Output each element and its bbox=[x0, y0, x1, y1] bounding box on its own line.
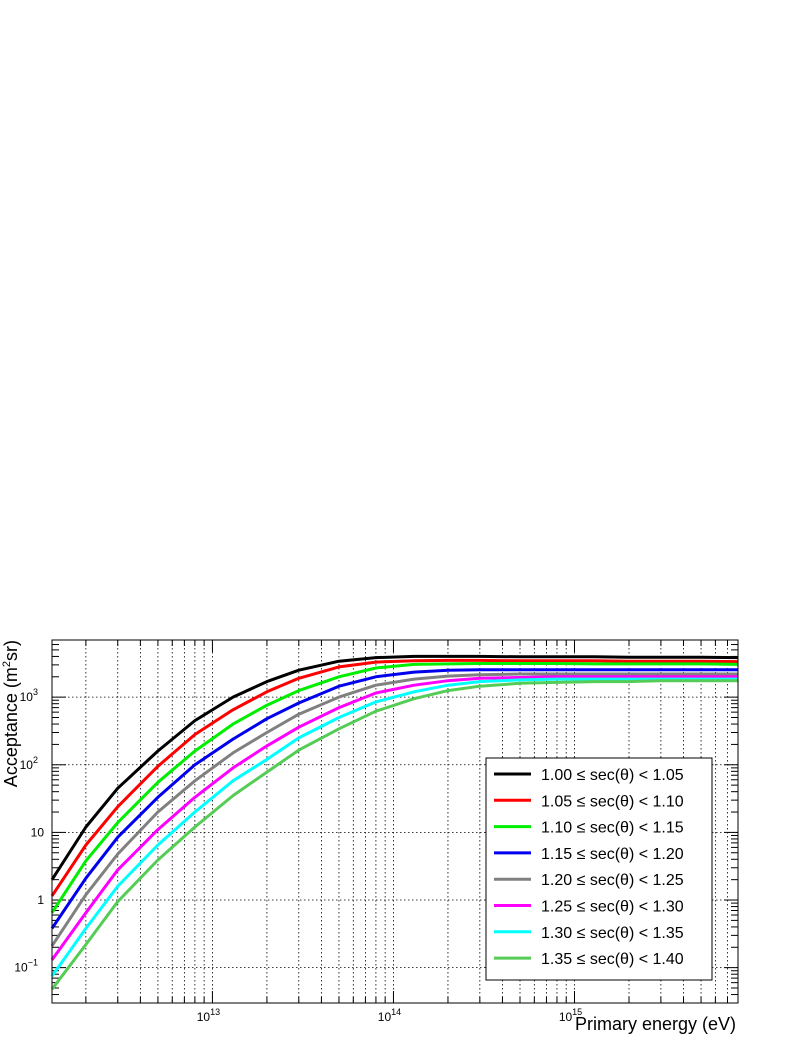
series-line-1 bbox=[50, 654, 739, 881]
legend-label-7: 1.30 ≤ sec(θ) < 1.35 bbox=[541, 925, 684, 942]
series-lines bbox=[50, 654, 739, 991]
series-line-3 bbox=[50, 662, 739, 914]
series-line-2 bbox=[50, 658, 739, 897]
y-tick-label: 103 bbox=[20, 687, 38, 704]
series-line-5 bbox=[50, 672, 738, 947]
legend-label-8: 1.35 ≤ sec(θ) < 1.40 bbox=[541, 951, 684, 968]
y-tick-label: 10 bbox=[31, 825, 45, 839]
y-tick-label: 102 bbox=[20, 755, 38, 772]
legend-box bbox=[485, 757, 713, 981]
series-line-4 bbox=[50, 668, 738, 930]
axis-ticks bbox=[52, 639, 739, 1004]
y-tick-label: 10−1 bbox=[14, 958, 38, 975]
series-line-7 bbox=[50, 677, 738, 977]
series-line-8 bbox=[50, 679, 738, 991]
legend-label-6: 1.25 ≤ sec(θ) < 1.30 bbox=[541, 899, 684, 916]
legend-label-5: 1.20 ≤ sec(θ) < 1.25 bbox=[541, 872, 684, 889]
legend-label-3: 1.10 ≤ sec(θ) < 1.15 bbox=[541, 820, 684, 837]
x-tick-label: 1014 bbox=[378, 1007, 401, 1024]
legend-label-2: 1.05 ≤ sec(θ) < 1.10 bbox=[541, 793, 684, 810]
legend-label-4: 1.15 ≤ sec(θ) < 1.20 bbox=[541, 846, 684, 863]
y-axis-title: Acceptance (m2sr) bbox=[1, 640, 21, 787]
x-tick-label: 1013 bbox=[197, 1007, 220, 1024]
legend: 1.00 ≤ sec(θ) < 1.05 1.05 ≤ sec(θ) < 1.10… bbox=[485, 757, 713, 981]
legend-label-1: 1.00 ≤ sec(θ) < 1.05 bbox=[541, 767, 684, 784]
series-line-6 bbox=[50, 675, 738, 961]
y-tick-label: 1 bbox=[37, 893, 44, 907]
plot-frame bbox=[51, 639, 739, 1004]
x-tick-labels: 1013 1014 1015 bbox=[197, 1007, 582, 1024]
x-axis-title: Primary energy (eV) bbox=[575, 1014, 736, 1034]
